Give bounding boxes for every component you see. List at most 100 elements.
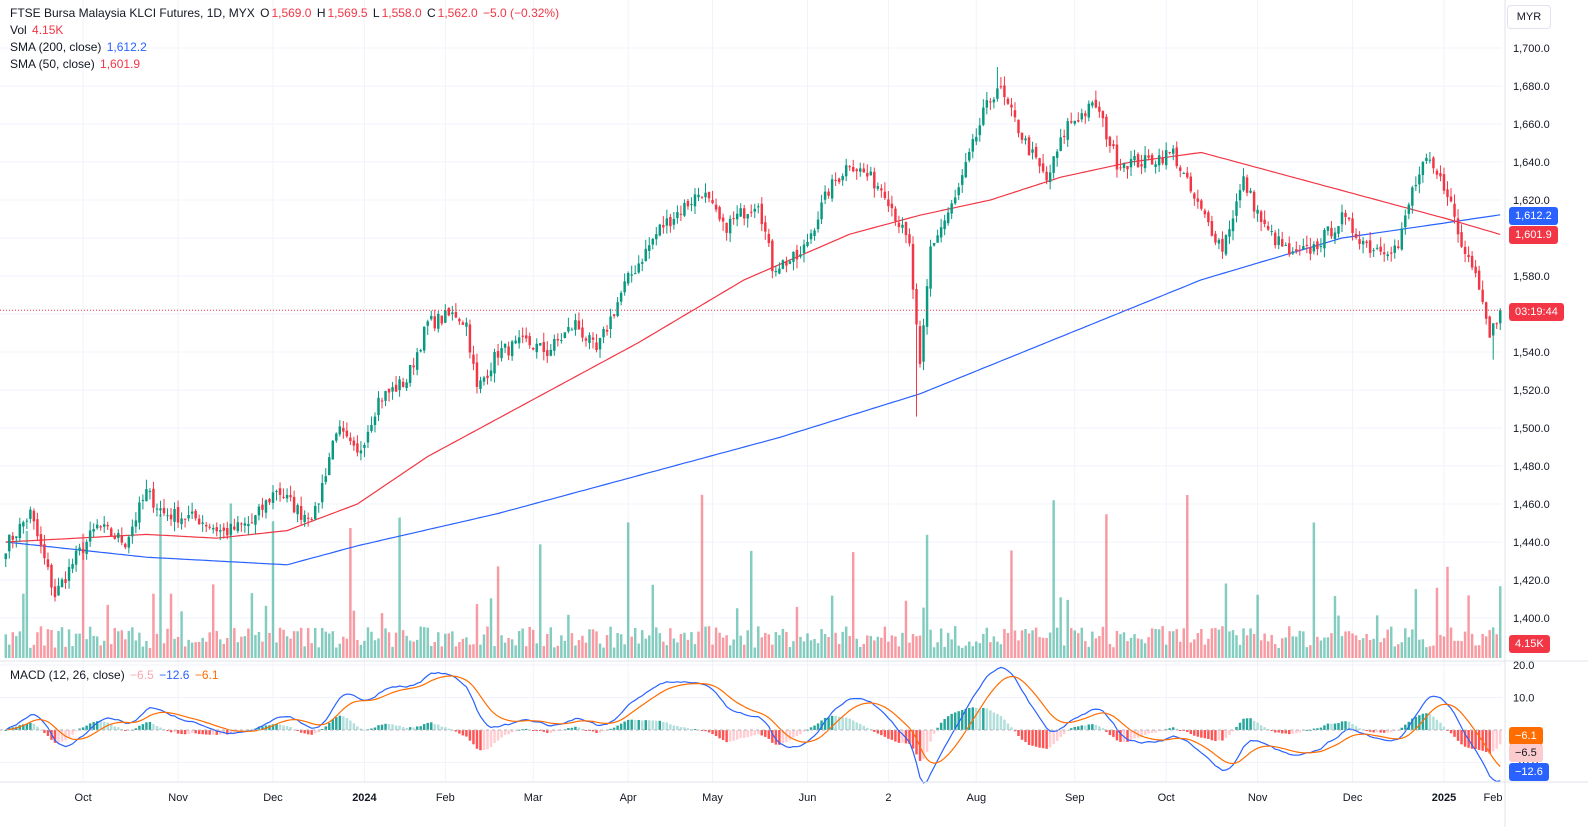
macd-histogram-bar <box>750 730 753 737</box>
volume-bar <box>1193 639 1196 658</box>
macd-histogram-bar <box>1091 724 1094 730</box>
macd-histogram-bar <box>679 727 683 730</box>
volume-bar <box>1312 522 1316 658</box>
volume-bar <box>1326 637 1330 658</box>
candle-body <box>387 388 391 393</box>
volume-bar <box>1055 627 1059 658</box>
macd-histogram-bar <box>616 725 619 730</box>
time-tick-label: Oct <box>75 792 92 804</box>
candle-body <box>1316 241 1319 250</box>
candle-body <box>1150 155 1154 165</box>
candle-body <box>1435 170 1439 175</box>
volume-bar <box>718 632 721 658</box>
volume-bar <box>229 503 233 658</box>
candle-body <box>1361 240 1365 245</box>
macd-histogram-bar <box>936 727 939 730</box>
volume-bar <box>581 635 584 658</box>
candle-body <box>219 530 222 532</box>
macd-histogram-bar <box>1491 730 1495 752</box>
macd-histogram-bar <box>943 719 946 730</box>
volume-bar <box>669 628 672 658</box>
change-value: −5.0 (−0.32%) <box>483 6 560 20</box>
candle-body <box>1393 245 1396 253</box>
candle-body <box>1059 137 1062 152</box>
macd-histogram-bar <box>1463 730 1467 747</box>
macd-histogram-bar <box>356 726 359 730</box>
macd-histogram-bar <box>816 723 820 730</box>
candle-body <box>271 492 275 503</box>
macd-histogram-bar <box>1284 730 1287 734</box>
macd-histogram-bar <box>1168 728 1171 730</box>
candle-body <box>117 533 120 539</box>
macd-signal-value: −6.1 <box>194 668 219 682</box>
candle-body <box>619 292 623 302</box>
macd-histogram-bar <box>482 730 486 751</box>
candle-body <box>1277 236 1280 245</box>
macd-histogram-bar <box>1432 716 1435 730</box>
macd-histogram-bar <box>929 730 932 742</box>
candle-body <box>155 508 159 510</box>
volume-bar <box>331 631 335 658</box>
currency-button[interactable]: MYR <box>1507 5 1551 29</box>
volume-bar <box>113 628 116 658</box>
candle-body <box>641 262 644 264</box>
volume-bar <box>662 641 665 658</box>
candle-body <box>81 548 85 553</box>
macd-histogram-bar <box>1066 730 1069 731</box>
macd-histogram-bar <box>426 722 429 730</box>
volume-bar <box>370 631 373 658</box>
candle-body <box>162 507 166 514</box>
macd-histogram-bar <box>584 730 588 731</box>
candle-body <box>60 579 64 588</box>
macd-histogram-bar <box>908 730 911 744</box>
volume-bar <box>169 593 173 658</box>
price-tick-label: 1,400.0 <box>1513 613 1550 625</box>
macd-histogram-bar <box>531 730 535 731</box>
volume-legend[interactable]: Vol 4.15K <box>10 23 65 37</box>
candle-body <box>131 526 134 537</box>
volume-bar <box>243 636 247 658</box>
open-value: 1,569.0 <box>271 6 312 20</box>
volume-bar <box>524 646 528 658</box>
macd-histogram-bar <box>1277 730 1280 733</box>
macd-histogram-bar <box>102 721 106 730</box>
candle-body <box>514 340 517 344</box>
macd-histogram-bar <box>760 730 764 736</box>
volume-bar <box>268 632 271 658</box>
volume-bar <box>1273 644 1277 658</box>
macd-histogram-bar <box>1333 723 1337 730</box>
volume-bar <box>739 635 742 658</box>
candle-body <box>760 203 764 225</box>
macd-histogram-bar <box>1048 730 1052 748</box>
volume-bar <box>605 635 609 658</box>
candle-body <box>472 354 475 364</box>
volume-bar <box>106 604 109 658</box>
macd-legend[interactable]: MACD (12, 26, close) −6.5 −12.6 −6.1 <box>10 668 221 682</box>
sma200-legend[interactable]: SMA (200, close) 1,612.2 <box>10 40 149 54</box>
candle-body <box>1045 171 1048 181</box>
candle-body <box>960 175 964 185</box>
candle-body <box>876 186 880 189</box>
candle-body <box>1122 163 1126 169</box>
candle-body <box>215 527 218 532</box>
sma50-legend[interactable]: SMA (50, close) 1,601.9 <box>10 57 142 71</box>
candle-body <box>39 534 43 546</box>
macd-histogram-bar <box>567 728 570 730</box>
candle-body <box>1474 266 1477 274</box>
candle-body <box>714 204 718 210</box>
candle-body <box>1344 212 1347 217</box>
volume-bar <box>1491 627 1495 658</box>
candle-body <box>486 375 489 379</box>
volume-bar <box>651 584 655 658</box>
candle-body <box>1013 110 1017 118</box>
macd-histogram-bar <box>422 724 426 730</box>
candle-body <box>1411 187 1414 206</box>
macd-histogram-bar <box>1372 730 1375 733</box>
candle-body <box>1284 244 1287 246</box>
macd-histogram-bar <box>651 720 655 730</box>
macd-histogram-bar <box>1147 730 1150 734</box>
candle-body <box>683 202 686 216</box>
candle-body <box>605 329 609 332</box>
candle-body <box>1488 316 1491 338</box>
